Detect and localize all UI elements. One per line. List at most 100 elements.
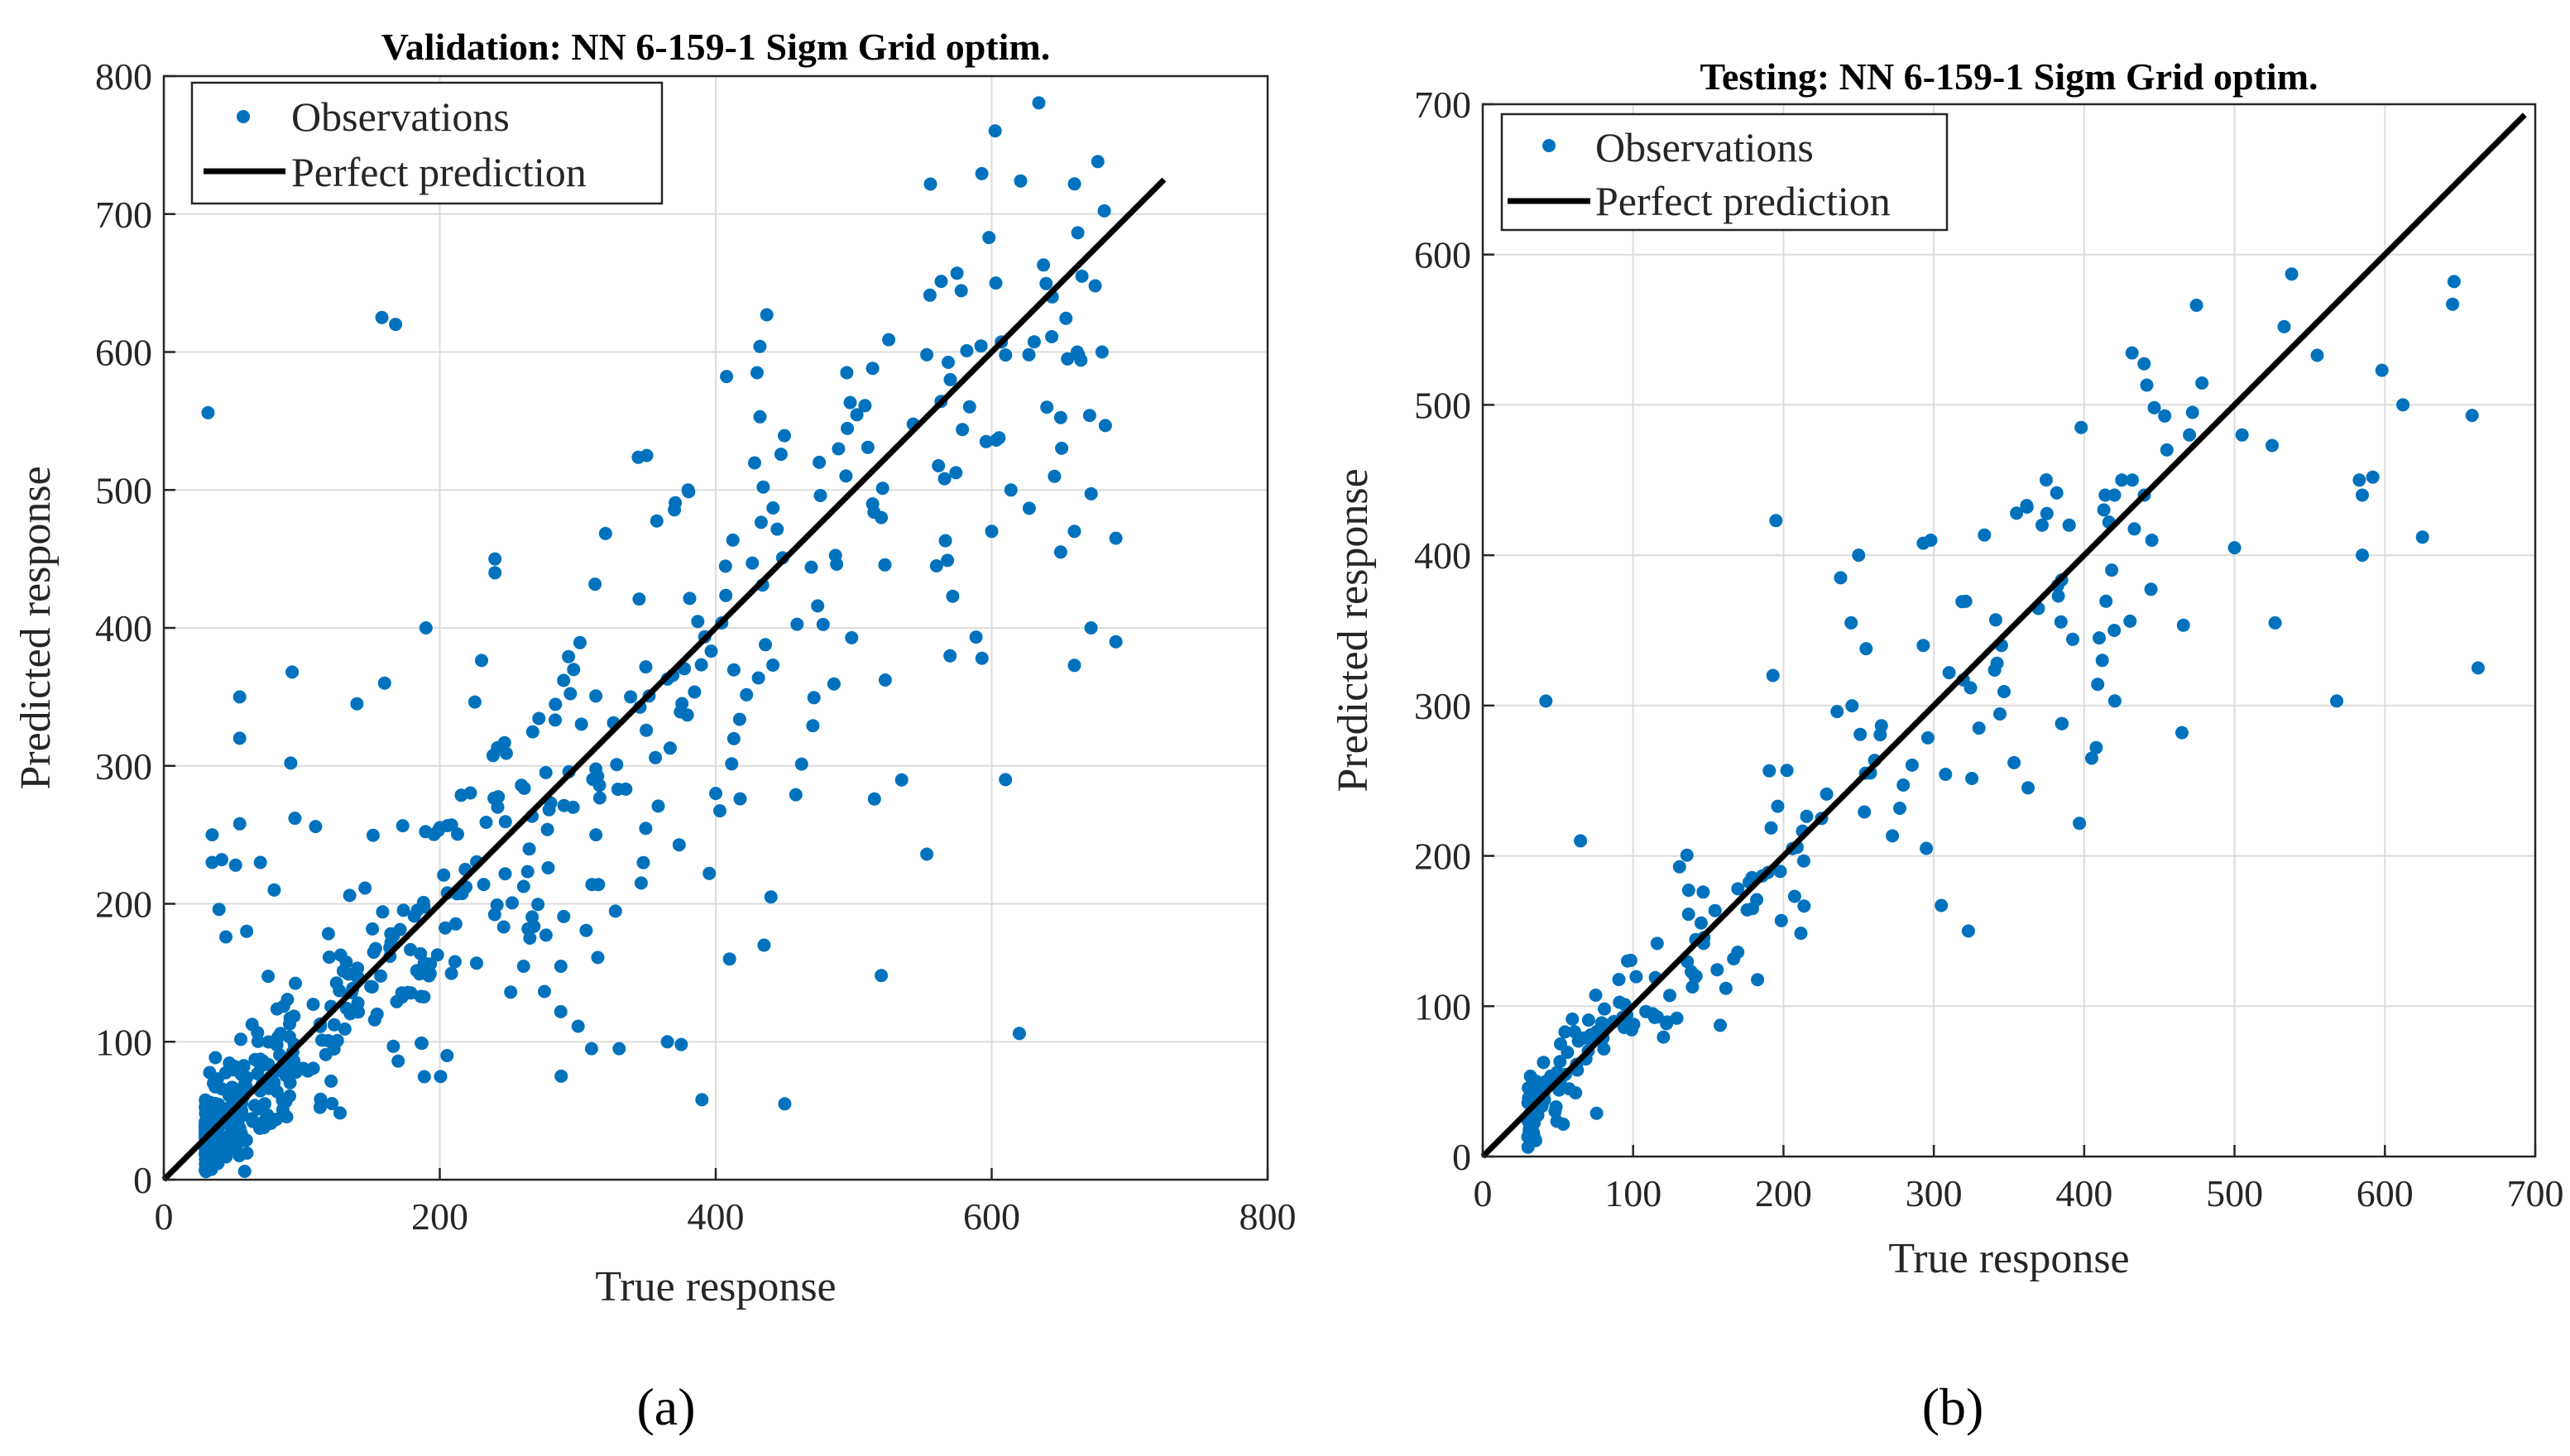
observation-point	[367, 1013, 381, 1027]
observation-point	[1834, 571, 1848, 585]
observation-point	[343, 888, 357, 903]
observation-point	[215, 1082, 229, 1096]
observation-point	[813, 455, 827, 469]
observation-point	[2055, 716, 2069, 730]
observation-point	[774, 448, 788, 462]
observation-point	[1573, 1031, 1587, 1045]
y-tick-labels-b: 0 100 200 300 400 500 600 700	[1414, 84, 1471, 1178]
observation-point	[588, 577, 602, 592]
observation-point	[830, 558, 844, 571]
observation-point	[956, 423, 970, 437]
y-tick-labels-a: 0 100 200 300 400 500 600 700 800	[95, 55, 152, 1201]
observation-point	[753, 339, 767, 353]
observation-point	[894, 773, 909, 787]
observation-point	[215, 1149, 229, 1162]
observation-point	[477, 878, 491, 892]
observation-point	[1762, 764, 1776, 778]
observation-point	[454, 788, 468, 802]
observation-point	[567, 663, 581, 677]
observation-point	[479, 816, 493, 829]
observation-point	[542, 802, 556, 817]
observation-point	[314, 1092, 328, 1106]
observation-point	[1751, 973, 1765, 987]
observation-point	[1589, 1106, 1604, 1120]
observation-point	[333, 984, 347, 998]
observation-point	[557, 673, 571, 687]
observation-point	[1082, 409, 1096, 423]
y-tick-label: 500	[95, 469, 152, 511]
observation-point	[1022, 347, 1036, 362]
observation-point	[2415, 530, 2429, 544]
observation-point	[584, 1042, 598, 1056]
observation-point	[258, 1097, 271, 1111]
observation-point	[497, 735, 511, 750]
legend-box-a	[190, 81, 664, 205]
legend-b: Observations Perfect prediction	[1500, 113, 1949, 232]
observation-point	[841, 421, 855, 435]
observation-point	[487, 908, 501, 922]
observation-point	[434, 1070, 448, 1084]
observation-point	[2073, 817, 2087, 831]
observation-point	[2126, 473, 2139, 487]
scatter-points-a	[199, 96, 1123, 1179]
observation-point	[2054, 615, 2068, 629]
observation-point	[1672, 860, 1686, 874]
observation-point	[1800, 809, 1814, 823]
observation-point	[1780, 764, 1794, 778]
observation-point	[1650, 936, 1664, 951]
legend-box-b	[1500, 113, 1949, 232]
observation-point	[520, 864, 535, 879]
observation-point	[943, 372, 957, 386]
observation-point	[969, 630, 983, 644]
observation-point	[663, 741, 677, 755]
y-tick-label: 300	[1414, 685, 1471, 727]
observation-point	[1859, 642, 1873, 656]
observation-point	[417, 1070, 431, 1084]
x-tick-label: 0	[1474, 1172, 1493, 1214]
observation-point	[289, 1066, 303, 1079]
observation-point	[562, 649, 576, 663]
observation-point	[1027, 335, 1041, 349]
observation-point	[2050, 486, 2064, 500]
observation-point	[619, 782, 633, 796]
observation-point	[1067, 659, 1081, 673]
legend-label-perfect-a: Perfect prediction	[291, 149, 587, 195]
observation-point	[989, 276, 1003, 290]
observation-point	[875, 969, 889, 983]
observation-point	[2235, 428, 2249, 442]
observation-point	[651, 799, 665, 813]
y-tick-label: 800	[95, 55, 152, 98]
observation-point	[327, 1042, 341, 1056]
observation-point	[1569, 1086, 1583, 1099]
observation-point	[287, 1009, 301, 1023]
observation-point	[309, 820, 323, 834]
observation-point	[1084, 621, 1098, 635]
observation-point	[1660, 1017, 1674, 1031]
observation-point	[592, 791, 607, 805]
observation-point	[1920, 841, 1934, 855]
observation-point	[1714, 1018, 1727, 1032]
observation-point	[923, 177, 937, 191]
y-tick-label: 0	[133, 1159, 152, 1201]
observation-point	[726, 663, 741, 677]
observation-point	[985, 524, 999, 539]
observation-point	[923, 288, 937, 302]
observation-point	[2277, 319, 2291, 333]
x-tick-label: 500	[2206, 1172, 2263, 1214]
observation-point	[1553, 1055, 1567, 1069]
observation-point	[2010, 506, 2024, 520]
observation-point	[1109, 531, 1123, 545]
observation-point	[327, 1018, 341, 1032]
grid-a	[162, 74, 1269, 1181]
observation-point	[589, 689, 603, 703]
observation-point	[760, 308, 774, 322]
observation-point	[2127, 522, 2141, 536]
observation-point	[538, 984, 551, 999]
observation-point	[982, 231, 996, 245]
observation-point	[850, 408, 864, 422]
x-tick-label: 200	[1755, 1172, 1812, 1214]
observation-point	[813, 489, 827, 502]
observation-point	[816, 617, 830, 631]
observation-point	[610, 758, 624, 772]
observation-point	[2310, 348, 2324, 362]
